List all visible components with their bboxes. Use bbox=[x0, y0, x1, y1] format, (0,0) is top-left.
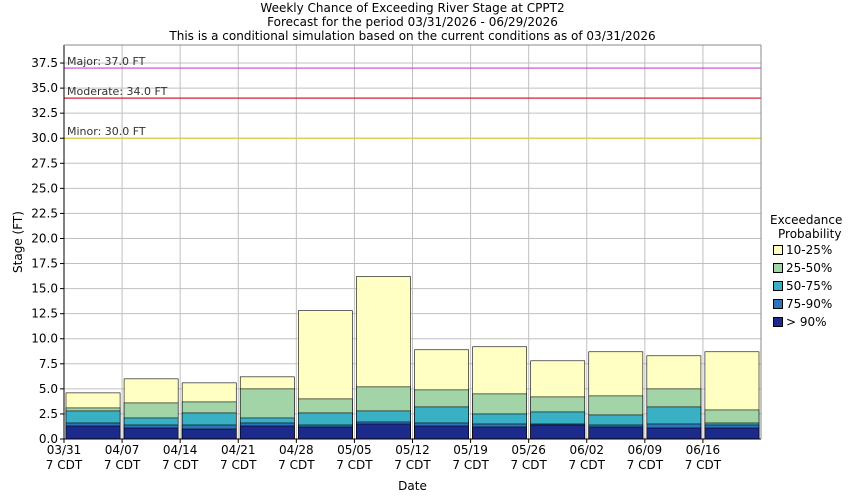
legend-swatch bbox=[773, 281, 783, 291]
y-tick-label: 20.0 bbox=[31, 231, 58, 245]
y-tick-label: 30.0 bbox=[31, 131, 58, 145]
y-tick-label: 10.0 bbox=[31, 332, 58, 346]
legend-title-line1: Exceedance bbox=[770, 213, 843, 227]
y-tick-label: 2.5 bbox=[39, 407, 58, 421]
legend-title-line2: Probability bbox=[778, 227, 842, 241]
x-tick-label-date: 06/09 bbox=[628, 443, 663, 457]
x-tick-label-time: 7 CDT bbox=[162, 458, 199, 472]
x-tick-label-date: 04/14 bbox=[163, 443, 198, 457]
y-tick-label: 35.0 bbox=[31, 81, 58, 95]
x-tick-label-time: 7 CDT bbox=[452, 458, 489, 472]
bar-segment bbox=[123, 427, 179, 440]
legend-swatch bbox=[773, 299, 783, 309]
y-tick-label: 32.5 bbox=[31, 106, 58, 120]
y-tick-label: 15.0 bbox=[31, 282, 58, 296]
y-tick-label: 25.0 bbox=[31, 181, 58, 195]
y-tick-label: 22.5 bbox=[31, 206, 58, 220]
bar-segment bbox=[65, 425, 121, 440]
legend-swatch bbox=[773, 263, 783, 273]
legend-item-50-75: 50-75% bbox=[773, 279, 832, 293]
x-tick-label-date: 06/16 bbox=[686, 443, 721, 457]
x-tick-label-date: 04/28 bbox=[279, 443, 314, 457]
chart-subtitle: Forecast for the period 03/31/2026 - 06/… bbox=[267, 15, 558, 29]
legend-label: 75-90% bbox=[786, 297, 833, 311]
bar-segment bbox=[181, 428, 237, 440]
x-tick-label-date: 03/31 bbox=[47, 443, 82, 457]
legend-label: 10-25% bbox=[786, 243, 833, 257]
x-tick-label-time: 7 CDT bbox=[394, 458, 431, 472]
legend-item-75-90: 75-90% bbox=[773, 297, 832, 311]
y-tick-label: 27.5 bbox=[31, 156, 58, 170]
bar-segment bbox=[356, 423, 411, 440]
y-tick-label: 5.0 bbox=[39, 382, 58, 396]
y-tick-label: 7.5 bbox=[39, 357, 58, 371]
legend-swatch bbox=[773, 317, 783, 327]
legend-swatch bbox=[773, 245, 783, 255]
y-tick-label: 37.5 bbox=[31, 56, 58, 70]
bar-segment bbox=[704, 427, 760, 440]
legend-label: > 90% bbox=[786, 315, 827, 329]
y-tick-label: 12.5 bbox=[31, 307, 58, 321]
threshold-label: Major: 37.0 FT bbox=[67, 55, 146, 68]
x-tick-label-date: 04/21 bbox=[221, 443, 256, 457]
x-tick-label-time: 7 CDT bbox=[46, 458, 83, 472]
bar-segment bbox=[414, 425, 469, 440]
threshold-label: Minor: 30.0 FT bbox=[67, 125, 146, 138]
bar-segment bbox=[530, 424, 586, 440]
legend-item-10-25: 10-25% bbox=[773, 243, 832, 257]
x-tick-label-date: 05/26 bbox=[511, 443, 546, 457]
y-axis-label: Stage (FT) bbox=[11, 211, 25, 273]
x-axis-label: Date bbox=[398, 479, 427, 493]
legend-label: 50-75% bbox=[786, 279, 833, 293]
x-tick-label-time: 7 CDT bbox=[685, 458, 722, 472]
bar-segment bbox=[646, 427, 702, 440]
threshold-label: Moderate: 34.0 FT bbox=[67, 85, 168, 98]
x-tick-label-time: 7 CDT bbox=[278, 458, 315, 472]
x-tick-label-time: 7 CDT bbox=[220, 458, 257, 472]
bar-segment bbox=[298, 426, 353, 440]
bar-segment bbox=[472, 426, 527, 440]
bar-segment bbox=[588, 426, 644, 440]
x-tick-label-date: 06/02 bbox=[569, 443, 604, 457]
x-tick-label-time: 7 CDT bbox=[336, 458, 373, 472]
x-tick-label-date: 05/05 bbox=[337, 443, 372, 457]
legend-item-25-50: 25-50% bbox=[773, 261, 832, 275]
legend-item-gt-90: > 90% bbox=[773, 315, 827, 329]
x-tick-label-time: 7 CDT bbox=[510, 458, 547, 472]
x-tick-label-date: 05/12 bbox=[395, 443, 430, 457]
y-tick-label: 17.5 bbox=[31, 257, 58, 271]
y-tick-label: 0.0 bbox=[39, 432, 58, 446]
bar-segment bbox=[239, 425, 295, 440]
chart-title: Weekly Chance of Exceeding River Stage a… bbox=[260, 1, 565, 15]
legend-label: 25-50% bbox=[786, 261, 833, 275]
x-tick-label-time: 7 CDT bbox=[104, 458, 141, 472]
x-tick-label-time: 7 CDT bbox=[569, 458, 606, 472]
chart-subtitle-conditions: This is a conditional simulation based o… bbox=[169, 29, 656, 43]
x-tick-label-time: 7 CDT bbox=[627, 458, 664, 472]
x-tick-label-date: 05/19 bbox=[453, 443, 488, 457]
x-tick-label-date: 04/07 bbox=[105, 443, 140, 457]
